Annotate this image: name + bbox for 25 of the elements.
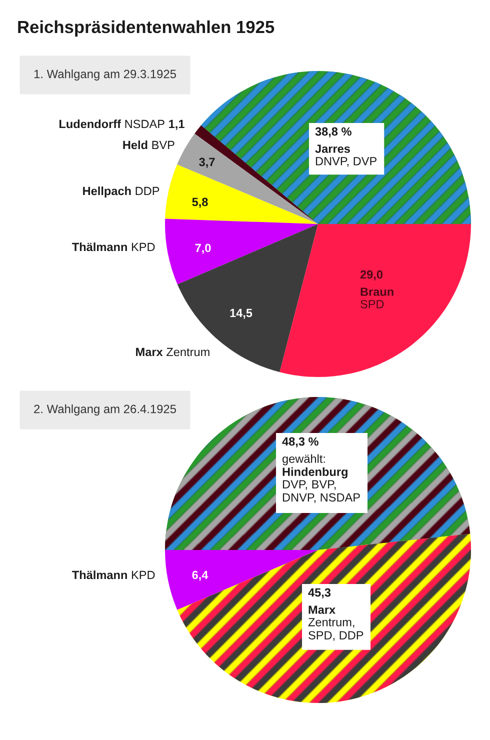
data-label: 3,7 [199,158,215,168]
data-label: 7,0 [195,244,211,254]
data-label: 29,0 [360,270,382,280]
slice-label: Thälmann KPD [72,570,155,580]
chart-subtitle: 1. Wahlgang am 29.3.1925 [34,69,176,81]
pie-slice [280,224,471,377]
data-label: 38,8 % [315,127,352,138]
slice-label: Marx Zentrum [136,348,210,356]
slice-label: Thälmann KPD [72,242,155,252]
slice-label: gewählt: Hindenburg DVP, BVP, DNVP, NSDAP [282,454,360,503]
slice-label: Held BVP [123,140,174,150]
data-label: 14,5 [230,308,252,319]
chart-title: Reichspräsidentenwahlen 1925 [18,20,274,37]
data-label: 1,1 [169,120,184,130]
data-label: 45,3 [308,588,331,598]
slice-label: Ludendorff NSDAP [60,120,164,128]
slice-label: Braun SPD [360,288,394,308]
text: 2. Wahlgang am 26.4.1925 [34,404,176,416]
slice-label: Marx Zentrum, SPD, DDP [308,606,364,641]
slice-label: Jarres DNVP, DVP [315,144,376,167]
data-label: 6,4 [192,570,208,581]
data-label: 48,3 % [282,437,318,448]
data-label: 5,8 [192,198,208,208]
slice-label: Hellpach DDP [83,186,160,198]
pie-slice [165,218,318,284]
